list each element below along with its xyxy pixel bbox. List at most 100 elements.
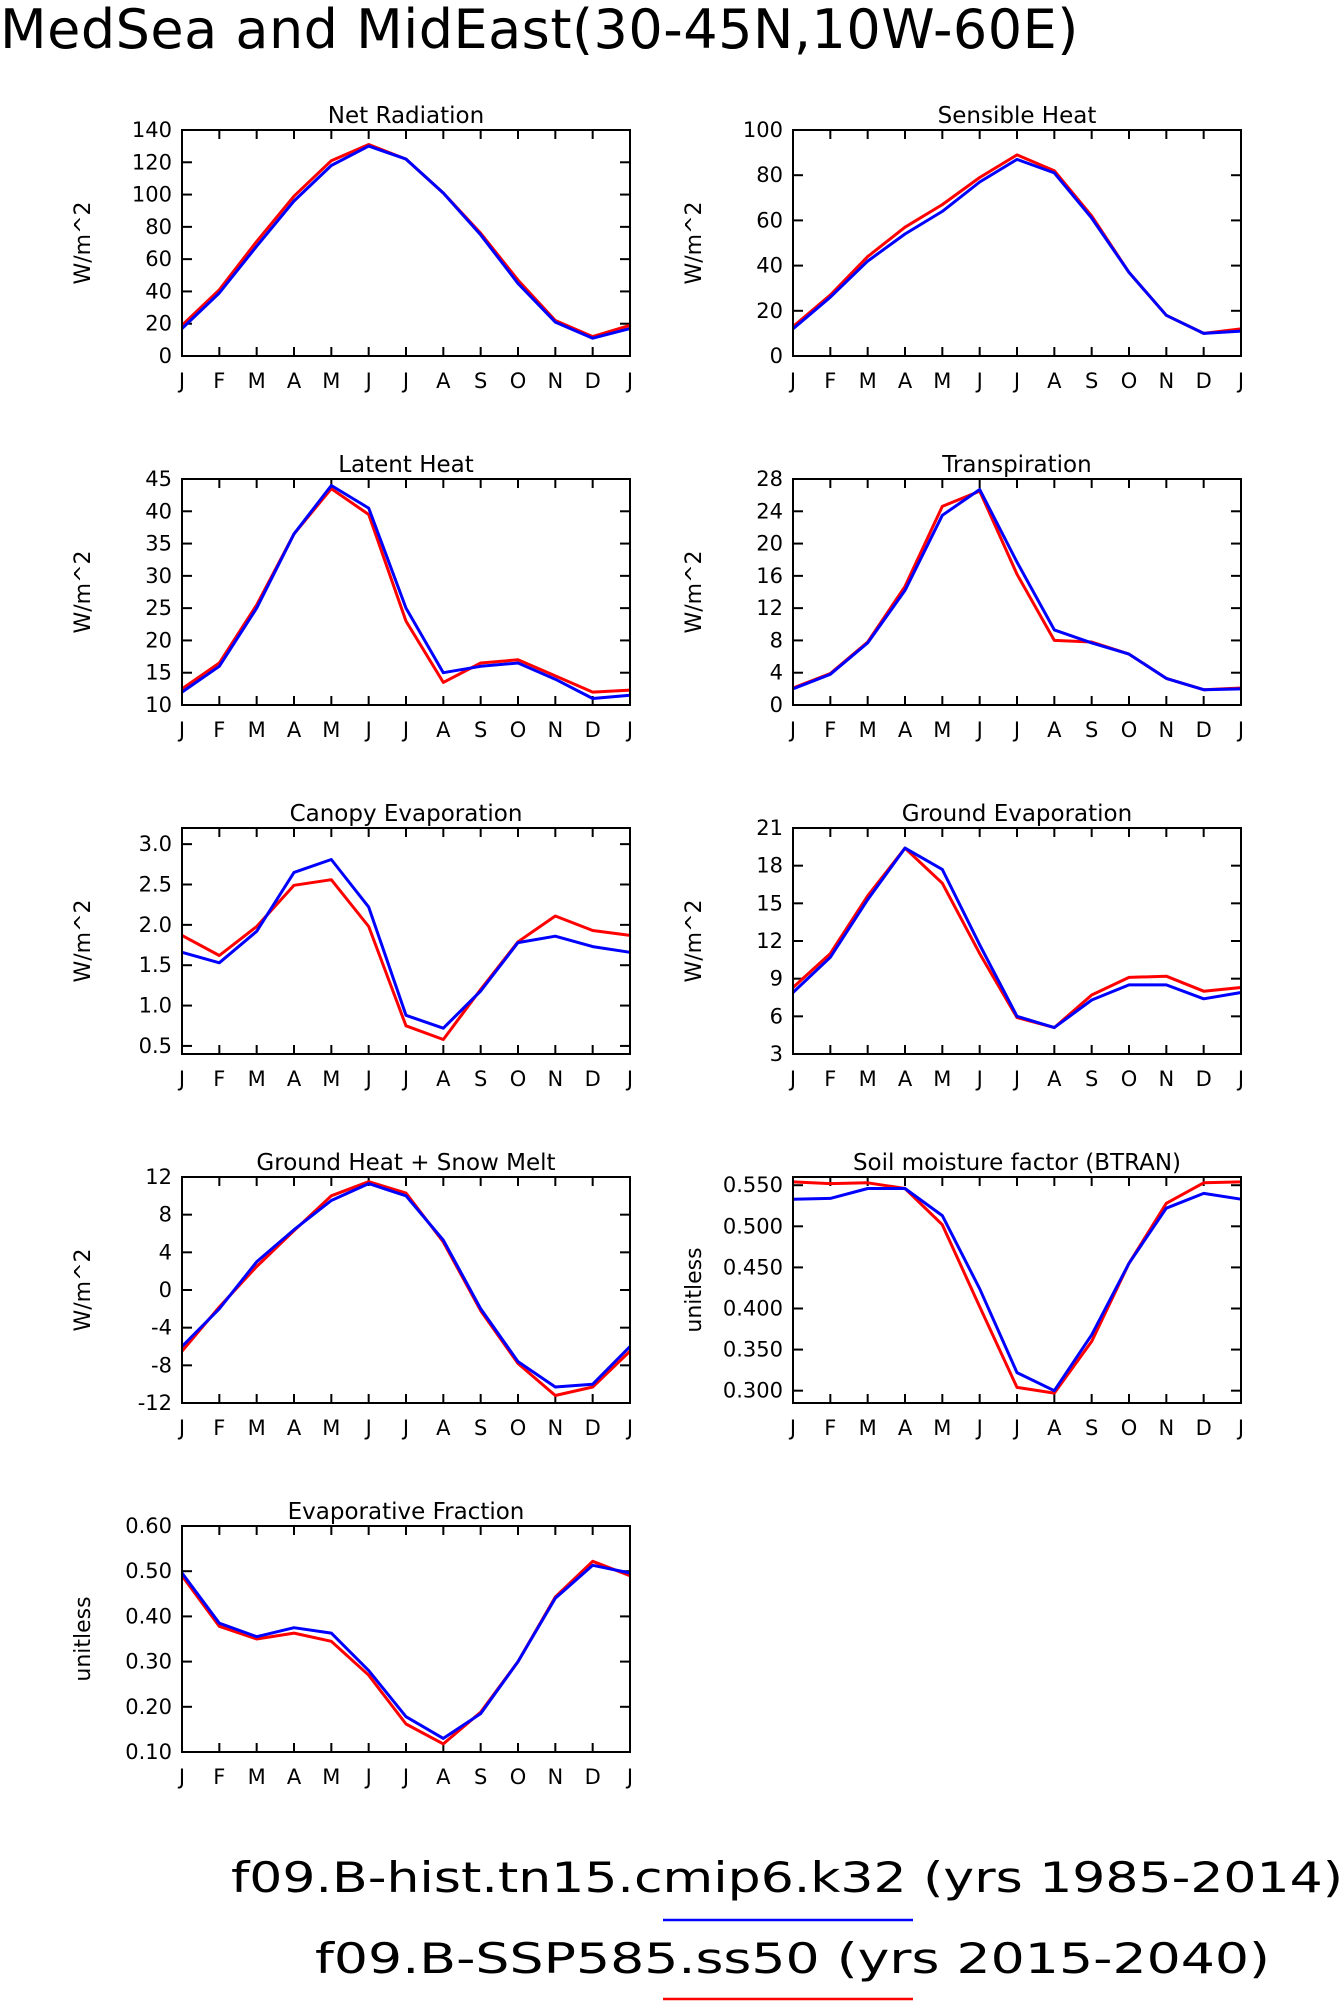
x-tick-label: M bbox=[859, 1067, 877, 1091]
y-tick-label: 0.20 bbox=[125, 1695, 172, 1719]
series-line-ssp bbox=[791, 846, 1242, 1030]
y-tick-label: 0.300 bbox=[723, 1379, 783, 1403]
x-tick-label: J bbox=[625, 1067, 633, 1091]
x-tick-label: O bbox=[510, 1067, 527, 1091]
x-tick-label: A bbox=[436, 1067, 451, 1091]
x-tick-label: J bbox=[1012, 718, 1020, 742]
y-tick-label: 0.40 bbox=[125, 1604, 172, 1628]
y-tick-label: 60 bbox=[756, 208, 783, 232]
x-tick-label: J bbox=[1236, 1067, 1244, 1091]
x-tick-label: S bbox=[1085, 718, 1098, 742]
x-tick-label: D bbox=[585, 1067, 601, 1091]
legend-label-hist: f09.B-hist.tn15.cmip6.k32 (yrs 1985-2014… bbox=[231, 1853, 1343, 1902]
x-tick-label: N bbox=[1158, 369, 1174, 393]
x-tick-label: F bbox=[213, 1765, 225, 1789]
y-axis-label: W/m^2 bbox=[71, 201, 96, 284]
x-tick-label: A bbox=[898, 718, 913, 742]
y-tick-label: 16 bbox=[756, 564, 783, 588]
x-tick-label: J bbox=[788, 369, 796, 393]
x-tick-label: M bbox=[933, 1416, 951, 1440]
x-tick-label: S bbox=[474, 369, 487, 393]
x-tick-label: M bbox=[322, 718, 340, 742]
series-line-ssp bbox=[181, 487, 631, 694]
x-tick-label: J bbox=[788, 1067, 796, 1091]
x-tick-label: M bbox=[248, 1765, 266, 1789]
y-tick-label: 0.60 bbox=[125, 1514, 172, 1538]
x-tick-label: S bbox=[474, 1416, 487, 1440]
x-tick-label: J bbox=[177, 1067, 185, 1091]
x-tick-label: J bbox=[364, 1416, 372, 1440]
x-tick-label: O bbox=[510, 718, 527, 742]
x-tick-label: D bbox=[585, 369, 601, 393]
y-tick-label: 0.30 bbox=[125, 1650, 172, 1674]
chart-title: Ground Heat + Snow Melt bbox=[256, 1150, 555, 1176]
plot-frame bbox=[792, 1176, 1242, 1404]
y-tick-label: 12 bbox=[756, 596, 783, 620]
y-tick-label: 25 bbox=[145, 596, 172, 620]
x-tick-label: J bbox=[364, 1067, 372, 1091]
x-tick-label: A bbox=[898, 369, 913, 393]
y-axis-label: unitless bbox=[682, 1247, 707, 1332]
x-tick-label: J bbox=[975, 1067, 983, 1091]
y-tick-label: 12 bbox=[756, 929, 783, 953]
y-tick-label: 40 bbox=[145, 279, 172, 303]
x-tick-label: S bbox=[474, 1765, 487, 1789]
x-tick-label: A bbox=[287, 1067, 302, 1091]
chart-title: Evaporative Fraction bbox=[288, 1499, 525, 1525]
y-tick-label: 35 bbox=[145, 532, 172, 556]
chart-title: Sensible Heat bbox=[938, 103, 1097, 129]
x-tick-label: J bbox=[364, 369, 372, 393]
x-tick-label: S bbox=[474, 1067, 487, 1091]
x-tick-label: J bbox=[1236, 718, 1244, 742]
x-tick-label: S bbox=[474, 718, 487, 742]
x-tick-label: M bbox=[248, 1067, 266, 1091]
x-tick-label: J bbox=[401, 1765, 409, 1789]
x-tick-label: J bbox=[625, 718, 633, 742]
series-line-ssp bbox=[792, 1180, 1242, 1395]
x-tick-label: J bbox=[177, 369, 185, 393]
y-tick-label: 0 bbox=[770, 344, 783, 368]
y-tick-label: 0.50 bbox=[125, 1559, 172, 1583]
y-tick-label: 8 bbox=[770, 628, 783, 652]
x-tick-label: J bbox=[975, 718, 983, 742]
chart-title: Soil moisture factor (BTRAN) bbox=[853, 1150, 1181, 1176]
x-tick-label: O bbox=[510, 1765, 527, 1789]
y-tick-label: 0 bbox=[159, 344, 172, 368]
y-tick-label: 1.0 bbox=[139, 994, 172, 1018]
y-tick-label: 40 bbox=[756, 254, 783, 278]
y-tick-label: 9 bbox=[770, 967, 783, 991]
x-tick-label: M bbox=[933, 718, 951, 742]
x-tick-label: D bbox=[585, 718, 601, 742]
x-tick-label: M bbox=[248, 1416, 266, 1440]
series-line-hist bbox=[792, 1187, 1242, 1393]
y-tick-label: 0.350 bbox=[723, 1338, 783, 1362]
chart-title: Latent Heat bbox=[338, 452, 474, 478]
y-tick-label: 28 bbox=[756, 467, 783, 491]
x-tick-label: A bbox=[1047, 369, 1062, 393]
legend-label-ssp: f09.B-SSP585.ss50 (yrs 2015-2040) bbox=[315, 1934, 1270, 1983]
x-tick-label: J bbox=[364, 718, 372, 742]
x-tick-label: O bbox=[1121, 369, 1138, 393]
x-tick-label: M bbox=[859, 369, 877, 393]
x-tick-label: J bbox=[788, 718, 796, 742]
x-tick-label: F bbox=[824, 718, 836, 742]
y-tick-label: 8 bbox=[159, 1203, 172, 1227]
y-tick-label: 6 bbox=[770, 1004, 783, 1028]
x-tick-label: S bbox=[1085, 369, 1098, 393]
y-tick-label: -8 bbox=[151, 1353, 172, 1377]
series-line-ssp bbox=[180, 1180, 632, 1397]
x-tick-label: J bbox=[1012, 369, 1020, 393]
x-tick-label: N bbox=[1158, 718, 1174, 742]
y-tick-label: 20 bbox=[145, 628, 172, 652]
y-tick-label: 45 bbox=[145, 467, 172, 491]
y-axis-label: unitless bbox=[71, 1596, 96, 1681]
plot-frame bbox=[181, 1176, 631, 1404]
x-tick-label: S bbox=[1085, 1416, 1098, 1440]
x-tick-label: D bbox=[1196, 1416, 1212, 1440]
